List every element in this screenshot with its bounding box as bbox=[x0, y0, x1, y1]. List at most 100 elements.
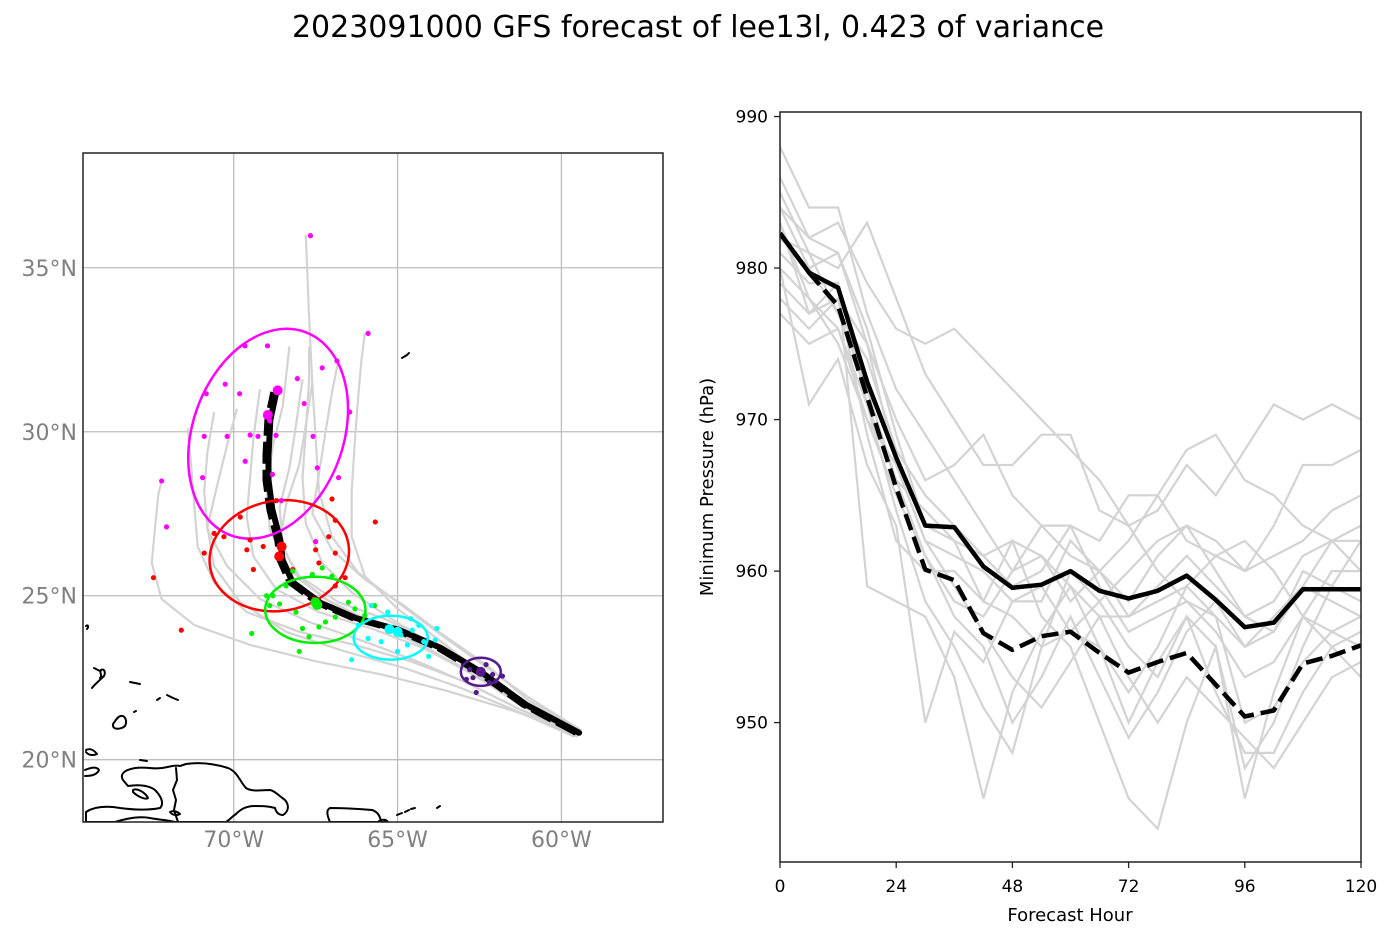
member-position-point bbox=[263, 593, 270, 599]
member-position-point bbox=[150, 575, 157, 581]
y-tick-label: 990 bbox=[736, 108, 768, 128]
coastline bbox=[169, 810, 181, 817]
y-tick-label: 980 bbox=[736, 259, 768, 279]
member-position-point bbox=[319, 365, 325, 371]
member-position-point bbox=[301, 400, 307, 407]
member-position-point bbox=[434, 625, 440, 632]
ensemble-pressure-line bbox=[780, 206, 1361, 604]
coastline bbox=[396, 807, 416, 816]
member-position-point bbox=[203, 391, 209, 397]
member-position-point bbox=[345, 599, 352, 605]
member-position-point bbox=[322, 619, 329, 625]
member-position-point bbox=[483, 661, 489, 668]
member-position-point bbox=[408, 616, 414, 622]
pressure-frame bbox=[779, 111, 1362, 863]
member-position-point bbox=[332, 614, 338, 620]
x-tick-label: 96 bbox=[1234, 877, 1256, 897]
member-position-point bbox=[178, 627, 184, 633]
member-position-point bbox=[269, 471, 276, 477]
member-position-point bbox=[319, 565, 325, 571]
ensemble-track bbox=[350, 333, 579, 735]
x-tick-label: 0 bbox=[775, 877, 786, 897]
pressure-panel: 0 24 48 72 96 120 950 960 970 980 990 Forecast Hou… bbox=[697, 108, 1377, 926]
member-position-point bbox=[332, 517, 338, 523]
member-position-point bbox=[237, 391, 243, 397]
member-position-point bbox=[250, 566, 256, 573]
member-position-point bbox=[221, 534, 227, 540]
uncertainty-ellipse bbox=[459, 656, 503, 688]
member-position-point bbox=[329, 496, 335, 502]
member-position-point bbox=[432, 637, 438, 643]
member-position-point bbox=[349, 657, 355, 663]
map-lat-tick-label: 25°N bbox=[22, 585, 77, 610]
member-position-point bbox=[307, 233, 314, 239]
member-position-point bbox=[278, 498, 284, 504]
mean-position-point bbox=[384, 624, 395, 635]
mean-position-point bbox=[475, 666, 486, 677]
member-position-point bbox=[247, 432, 253, 438]
ensemble-pressure-line bbox=[780, 207, 1361, 588]
ensemble-track bbox=[278, 379, 579, 735]
deterministic-pressure-line bbox=[780, 231, 1361, 719]
member-position-point bbox=[273, 498, 279, 504]
member-position-point bbox=[201, 433, 207, 439]
member-position-point bbox=[299, 625, 306, 632]
coastline bbox=[111, 714, 128, 730]
member-position-point bbox=[267, 602, 273, 609]
ensemble-pressure-lines bbox=[780, 146, 1361, 831]
coastline bbox=[156, 694, 179, 701]
member-position-point bbox=[404, 642, 411, 648]
member-position-point bbox=[224, 433, 230, 439]
member-position-point bbox=[335, 475, 342, 481]
ensemble-pressure-line bbox=[780, 296, 1361, 831]
ensemble-track bbox=[150, 480, 579, 735]
map-lon-tick-label: 65°W bbox=[367, 828, 428, 853]
ensemble-tracks bbox=[150, 234, 582, 738]
track-map-panel: 70°W 65°W 60°W 35°N 30°N 25°N 20°N bbox=[22, 152, 664, 853]
member-position-point bbox=[264, 343, 271, 349]
member-position-point bbox=[352, 606, 358, 612]
member-position-point bbox=[316, 560, 322, 566]
mean-position-point bbox=[312, 599, 323, 610]
ensemble-pressure-line bbox=[780, 267, 1361, 770]
map-lat-tick-label: 30°N bbox=[22, 421, 77, 446]
figure-title: 2023091000 GFS forecast of lee13l, 0.423… bbox=[291, 10, 1105, 45]
member-position-point bbox=[365, 330, 371, 336]
member-position-point bbox=[332, 550, 338, 556]
ensemble-track bbox=[304, 234, 582, 732]
mean-pressure-line bbox=[780, 231, 1361, 630]
pressure-series bbox=[780, 231, 1361, 719]
y-tick-label: 950 bbox=[736, 714, 768, 734]
member-position-point bbox=[313, 547, 319, 553]
uncertainty-ellipse bbox=[352, 614, 429, 661]
member-position-point bbox=[237, 514, 243, 520]
uncertainty-ellipse bbox=[186, 327, 350, 540]
uncertainty-ellipses bbox=[186, 327, 503, 688]
mean-position-point bbox=[276, 541, 287, 552]
x-tick-label: 48 bbox=[1002, 877, 1024, 897]
member-position-point bbox=[362, 612, 368, 618]
member-position-point bbox=[260, 543, 266, 550]
coastline bbox=[132, 788, 149, 800]
member-position-point bbox=[314, 465, 320, 471]
uncertainty-ellipse bbox=[263, 575, 367, 645]
ensemble-track bbox=[301, 346, 579, 738]
member-position-point bbox=[255, 433, 261, 439]
map-tick-labels: 70°W 65°W 60°W 35°N 30°N 25°N 20°N bbox=[22, 257, 592, 853]
member-position-point bbox=[326, 534, 332, 540]
member-position-point bbox=[499, 673, 506, 679]
x-tick-label: 120 bbox=[1345, 877, 1377, 897]
coastline bbox=[436, 805, 441, 809]
member-position-point bbox=[426, 653, 432, 659]
member-position-point bbox=[490, 671, 496, 678]
member-position-point bbox=[463, 676, 469, 682]
member-position-point bbox=[385, 609, 391, 615]
coastline bbox=[139, 759, 148, 762]
member-position-point bbox=[342, 575, 348, 581]
ensemble-pressure-line bbox=[780, 236, 1361, 618]
ensemble-track bbox=[203, 411, 579, 738]
member-position-point bbox=[378, 639, 384, 645]
member-position-point bbox=[334, 358, 340, 364]
coastline bbox=[133, 710, 137, 713]
member-position-point bbox=[242, 458, 248, 464]
